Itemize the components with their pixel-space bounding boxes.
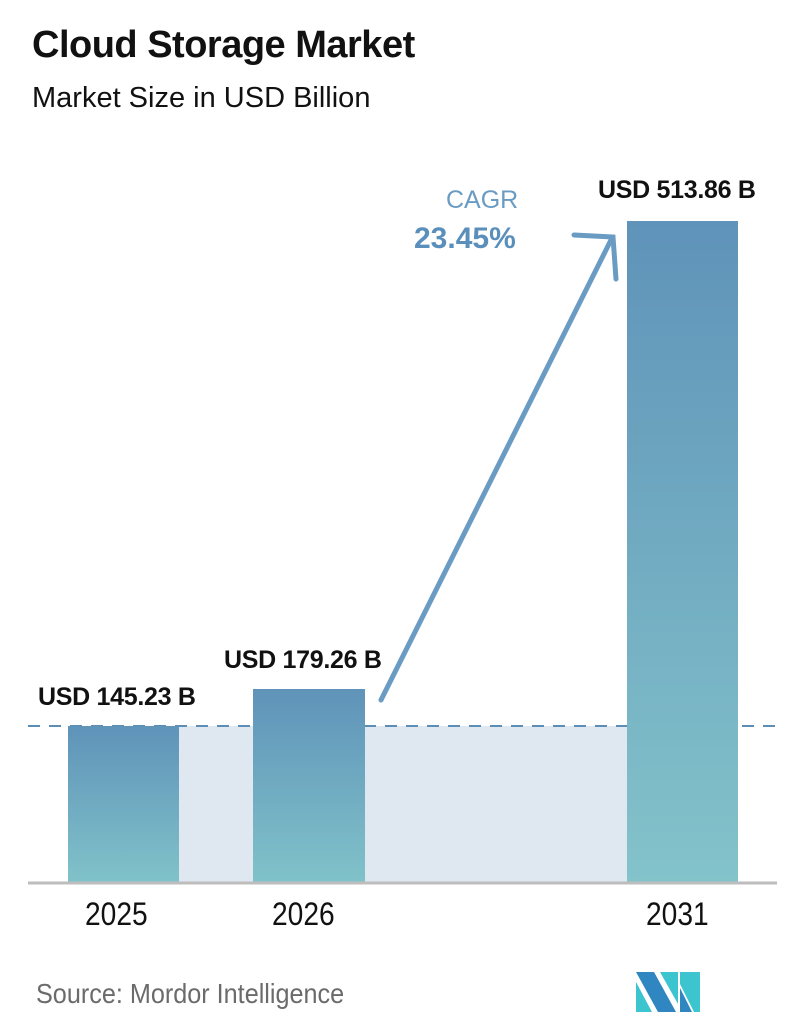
bar-value-label-2031: USD 513.86 B: [598, 176, 756, 204]
source-text: Source: Mordor Intelligence: [36, 978, 345, 1009]
bar-2026: [253, 689, 365, 882]
bar-2031: [627, 221, 738, 882]
cagr-arrow-icon: [378, 232, 619, 703]
x-tick-2026: 2026: [272, 896, 335, 932]
x-tick-2025: 2025: [85, 896, 148, 932]
x-tick-2031: 2031: [646, 896, 709, 932]
reference-band: [68, 726, 738, 882]
chart-title: Cloud Storage Market: [32, 24, 415, 66]
bar-value-label-2025: USD 145.23 B: [38, 683, 196, 711]
cagr-label: CAGR: [446, 186, 519, 214]
bar-value-label-2026: USD 179.26 B: [224, 646, 382, 674]
cagr-value: 23.45%: [414, 222, 516, 255]
mordor-intelligence-logo-icon: [636, 972, 700, 1012]
bar-2025: [68, 726, 179, 882]
chart-subtitle: Market Size in USD Billion: [32, 82, 371, 114]
